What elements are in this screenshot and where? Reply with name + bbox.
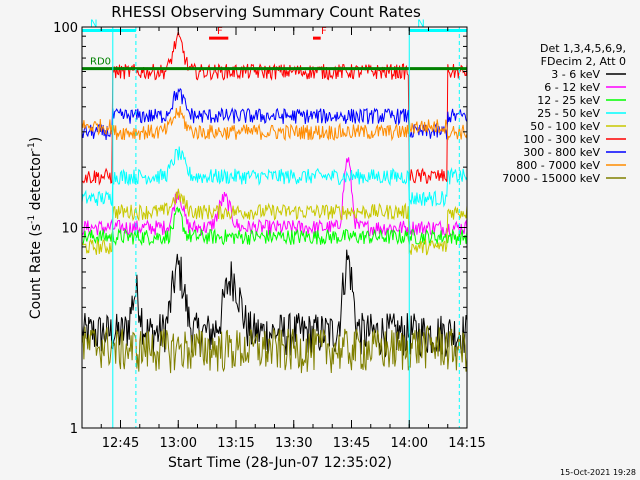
series-12-25kev	[81, 206, 468, 247]
legend: Det 1,3,4,5,6,9,FDecim 2, Att 03 - 6 keV…	[502, 42, 626, 185]
x-tick-label: 13:30	[275, 436, 312, 451]
axes: 12:45 13:00 13:15 13:30 13:45 14:00 14:15 1 10 10…	[53, 21, 486, 451]
x-tick-label: 13:15	[217, 436, 254, 451]
chart-title: RHESSI Observing Summary Count Rates	[111, 3, 421, 21]
series-800-7000kev	[81, 105, 468, 142]
series-300-800kev	[81, 87, 468, 141]
legend-label: 100 - 300 keV	[523, 133, 600, 146]
status-label: F	[321, 26, 327, 37]
series-line	[81, 325, 468, 374]
legend-header: Det 1,3,4,5,6,9,	[540, 42, 626, 55]
legend-label: 7000 - 15000 keV	[502, 172, 600, 185]
legend-label: 25 - 50 keV	[537, 107, 600, 120]
x-axis-label: Start Time (28-Jun-07 12:35:02)	[168, 455, 392, 471]
x-tick-label: 13:45	[333, 436, 370, 451]
status-label: N	[90, 19, 97, 30]
x-tick-label: 14:00	[391, 436, 428, 451]
y-tick-label: 100	[53, 21, 78, 36]
legend-label: 50 - 100 keV	[530, 120, 600, 133]
series-line	[81, 206, 468, 247]
legend-label: 3 - 6 keV	[551, 68, 600, 81]
status-bars: RD0 N N F F	[82, 19, 467, 428]
series-line	[81, 188, 468, 256]
legend-label: 300 - 800 keV	[523, 146, 600, 159]
series-line	[81, 31, 468, 186]
x-tick-label: 13:00	[160, 436, 197, 451]
status-label: RD0	[90, 57, 111, 68]
series-100-300kev	[81, 31, 468, 186]
status-label: F	[217, 26, 223, 37]
y-axis-label: Count Rate (s-1 detector-1)	[27, 137, 44, 319]
plot-area	[81, 31, 468, 374]
series-line	[81, 105, 468, 142]
series-line	[81, 146, 468, 208]
series-7000-15000kev	[81, 325, 468, 374]
legend-label: 6 - 12 keV	[544, 81, 600, 94]
series-6-12kev	[81, 157, 468, 238]
series-50-100kev	[81, 188, 468, 256]
legend-label: 12 - 25 keV	[537, 94, 600, 107]
legend-label: 800 - 7000 keV	[516, 159, 600, 172]
status-label: N	[417, 19, 424, 30]
legend-header: FDecim 2, Att 0	[541, 55, 626, 68]
series-line	[81, 157, 468, 238]
y-tick-label: 10	[61, 222, 78, 237]
x-tick-label: 14:15	[448, 436, 485, 451]
y-tick-label: 1	[70, 422, 78, 437]
footer-timestamp: 15-Oct-2021 19:28	[560, 468, 636, 477]
x-tick-label: 12:45	[102, 436, 139, 451]
series-line	[81, 87, 468, 141]
series-25-50kev	[81, 146, 468, 208]
